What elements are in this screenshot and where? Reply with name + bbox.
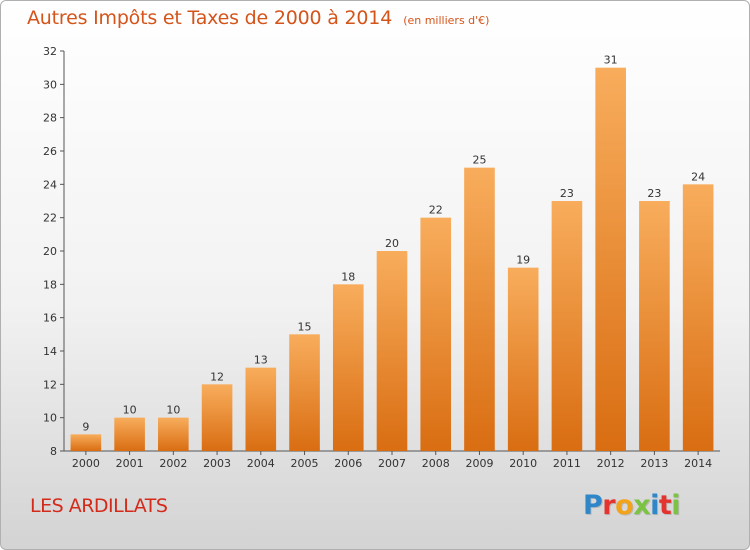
data-label: 10 [123,404,137,417]
bar[interactable] [70,434,102,451]
data-label: 9 [82,420,89,433]
y-tick-label: 30 [43,78,57,91]
bar[interactable] [464,167,495,451]
x-tick-label: 2014 [684,457,712,470]
proxiti-logo[interactable]: Proxiti [583,490,681,521]
y-tick-label: 18 [43,278,57,291]
bar[interactable] [158,417,189,451]
x-tick-label: 2011 [553,457,581,470]
x-tick-label: 2012 [597,457,625,470]
data-label: 20 [385,237,399,250]
x-tick-label: 2002 [159,457,187,470]
bar[interactable] [420,217,452,451]
bar[interactable] [289,334,320,451]
y-tick-label: 32 [43,45,57,58]
data-label: 12 [210,370,224,383]
data-label: 18 [341,270,355,283]
y-tick-label: 12 [43,378,57,391]
data-label: 10 [166,404,180,417]
bar[interactable] [376,251,408,451]
x-tick-label: 2004 [247,457,275,470]
x-tick-label: 2010 [509,457,537,470]
chart-title: Autres Impôts et Taxes de 2000 à 2014 [27,7,393,29]
bar[interactable] [639,201,670,451]
x-tick-label: 2007 [378,457,406,470]
bar[interactable] [245,367,277,451]
bar[interactable] [114,417,145,451]
bar[interactable] [201,384,233,451]
y-tick-label: 22 [43,212,57,225]
y-tick-label: 20 [43,245,57,258]
y-tick-label: 10 [43,412,57,425]
data-label: 15 [298,320,312,333]
bar[interactable] [551,201,583,451]
title-row: Autres Impôts et Taxes de 2000 à 2014 (e… [27,7,489,29]
y-tick-label: 16 [43,312,57,325]
x-tick-label: 2005 [291,457,319,470]
x-tick-label: 2000 [72,457,100,470]
x-tick-label: 2013 [640,457,668,470]
bar[interactable] [332,284,364,451]
logo-letter: x [633,490,651,521]
commune-name: LES ARDILLATS [30,495,168,517]
data-label: 24 [691,170,705,183]
data-label: 31 [604,54,618,67]
logo-letter: P [583,490,603,521]
bar[interactable] [507,267,539,451]
logo-letter: t [658,490,672,521]
y-tick-label: 24 [43,178,57,191]
x-tick-label: 2006 [334,457,362,470]
data-label: 13 [254,354,268,367]
y-tick-label: 8 [50,445,57,458]
y-tick-label: 14 [43,345,57,358]
chart-unit-note: (en milliers d'€) [403,14,490,27]
data-label: 22 [429,204,443,217]
logo-letter: i [671,490,681,521]
logo-letter: r [602,490,616,521]
data-label: 19 [516,254,530,267]
data-label: 23 [560,187,574,200]
bar[interactable] [682,184,714,452]
x-tick-label: 2008 [422,457,450,470]
data-label: 25 [472,154,486,167]
logo-letter: i [650,490,659,521]
x-tick-label: 2001 [116,457,144,470]
y-tick-label: 28 [43,112,57,125]
x-tick-label: 2009 [465,457,493,470]
y-tick-label: 26 [43,145,57,158]
x-tick-label: 2003 [203,457,231,470]
bar[interactable] [595,67,626,452]
logo-letter: o [615,490,634,521]
data-label: 23 [647,187,661,200]
